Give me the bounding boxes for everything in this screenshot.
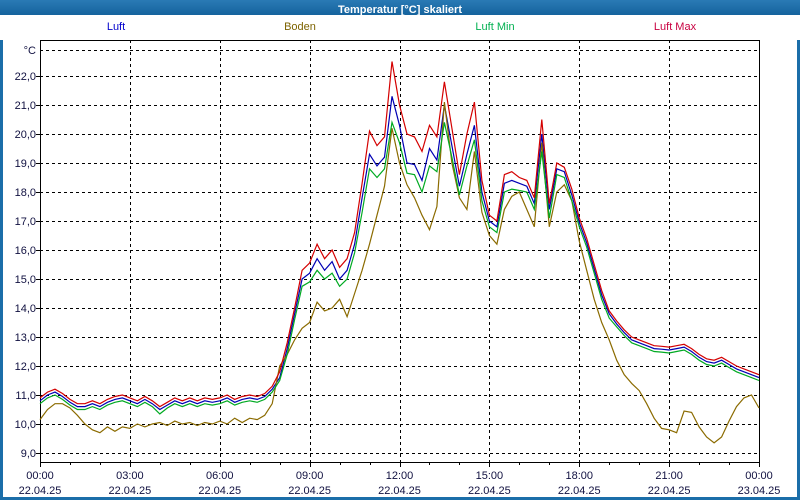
- y-axis-tick-label: 11,0: [15, 390, 36, 402]
- x-axis-date-label: 22.04.25: [198, 485, 241, 497]
- legend-item-boden: Boden: [284, 21, 316, 33]
- x-axis-date-label: 22.04.25: [648, 485, 691, 497]
- x-axis-time-label: 15:00: [476, 470, 504, 482]
- x-axis-date-label: 22.04.25: [558, 485, 601, 497]
- y-axis-tick-label: 20,0: [15, 129, 36, 141]
- series-luft-max: [39, 61, 760, 408]
- x-axis-date-label: 22.04.25: [108, 485, 151, 497]
- x-axis-time-label: 00:00: [745, 470, 773, 482]
- x-axis-time-label: 21:00: [655, 470, 683, 482]
- y-axis-tick-label: 12,0: [15, 361, 36, 373]
- y-axis-tick-label: 15,0: [15, 274, 36, 286]
- legend: Luft Boden Luft Min Luft Max: [0, 15, 800, 40]
- x-axis-time-label: 06:00: [206, 470, 234, 482]
- x-axis-time-label: 18:00: [565, 470, 593, 482]
- legend-item-luft-max: Luft Max: [653, 21, 697, 33]
- series-boden: [39, 102, 760, 444]
- x-axis-date-label: 22.04.25: [19, 485, 62, 497]
- x-axis-labels: 00:00 22.04.25 03:00 22.04.25 06:00 22.04.25 0…: [19, 470, 781, 497]
- y-axis-tick-label: 9,0: [21, 448, 36, 460]
- x-axis-date-label: 22.04.25: [468, 485, 511, 497]
- x-axis-time-label: 12:00: [386, 470, 414, 482]
- chart-title: Temperatur [°C] skaliert: [337, 4, 462, 16]
- y-axis-tick-label: 18,0: [15, 187, 36, 199]
- x-axis-time-label: 09:00: [296, 470, 324, 482]
- y-axis-tick-label: 16,0: [15, 245, 36, 257]
- legend-item-luft-min: Luft Min: [475, 21, 515, 33]
- y-axis-tick-label: 19,0: [15, 158, 36, 170]
- x-axis-time-label: 00:00: [26, 470, 54, 482]
- y-axis-tick-label: 21,0: [15, 100, 36, 112]
- y-axis-tick-label: 13,0: [15, 332, 36, 344]
- y-axis-labels: °C 22,0 21,0 20,0 19,0 18,0 17,0 16,0 15,0 14,0 13…: [15, 45, 36, 460]
- axis-ticks: [36, 76, 760, 467]
- y-axis-tick-label: 14,0: [15, 303, 36, 315]
- x-axis-date-label: 23.04.25: [738, 485, 781, 497]
- gridlines: [40, 40, 759, 462]
- y-axis-tick-label: 22,0: [15, 71, 36, 83]
- x-axis-time-label: 03:00: [116, 470, 144, 482]
- series-luft-min: [39, 120, 760, 415]
- x-axis-date-label: 22.04.25: [378, 485, 421, 497]
- series-luft: [39, 96, 760, 411]
- y-axis-tick-label: 17,0: [15, 216, 36, 228]
- legend-item-luft: Luft: [106, 21, 126, 33]
- y-axis-unit-label: °C: [24, 45, 36, 57]
- y-axis-tick-label: 10,0: [15, 419, 36, 431]
- x-axis-date-label: 22.04.25: [288, 485, 331, 497]
- series-lines: [39, 61, 760, 444]
